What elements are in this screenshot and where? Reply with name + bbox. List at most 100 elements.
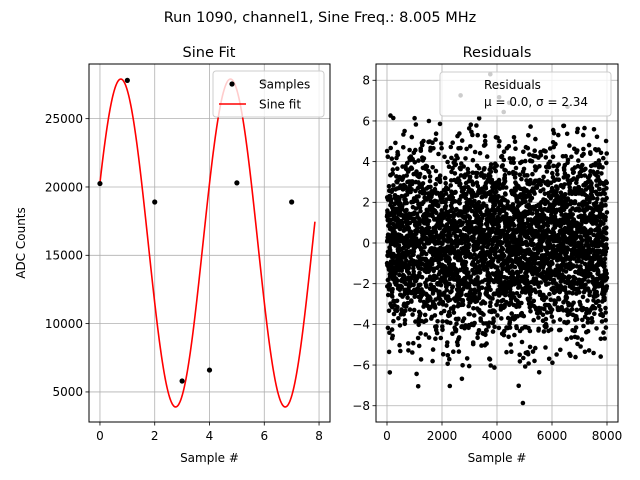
residual-point — [426, 118, 432, 124]
sample-point — [152, 199, 158, 205]
residual-point — [604, 245, 610, 251]
residual-point — [603, 214, 608, 220]
residuals-y-tick-label: 8 — [362, 74, 370, 88]
residual-point — [578, 344, 583, 349]
residual-point — [592, 311, 597, 317]
residuals-marks — [384, 71, 610, 406]
residual-point — [590, 195, 596, 201]
residual-point — [551, 319, 556, 324]
residual-point — [582, 173, 588, 178]
residual-point — [502, 179, 508, 184]
residual-point — [414, 371, 419, 377]
residual-point — [604, 284, 610, 289]
residual-point — [449, 206, 455, 211]
residual-point — [390, 286, 395, 292]
residual-point — [546, 164, 552, 170]
residual-point — [478, 318, 484, 323]
residual-point — [594, 134, 600, 140]
residual-point — [451, 247, 457, 252]
residual-point — [502, 328, 507, 334]
residual-point — [484, 203, 489, 209]
residual-point — [532, 358, 537, 364]
residuals-y-tick-label: −4 — [352, 318, 370, 332]
residual-point — [392, 229, 398, 235]
residual-point — [415, 335, 421, 341]
residual-point — [602, 295, 607, 301]
residual-point — [450, 165, 455, 171]
residual-point — [532, 191, 537, 196]
residual-point — [598, 336, 604, 342]
residual-point — [520, 400, 526, 406]
residual-point — [426, 335, 432, 340]
residual-point — [587, 236, 593, 241]
residual-point — [441, 308, 447, 314]
residual-point — [497, 139, 502, 144]
residual-point — [459, 138, 465, 143]
sine-fit-x-tick-label: 0 — [96, 429, 104, 443]
residual-point — [550, 154, 556, 160]
residual-point — [580, 317, 585, 323]
residual-point — [549, 314, 555, 319]
residual-point — [501, 332, 507, 338]
residual-point — [429, 261, 435, 267]
residuals-legend: Residuals μ = 0.0, σ = 2.34 — [439, 71, 612, 117]
residual-point — [503, 185, 509, 190]
residual-point — [481, 228, 487, 233]
residual-point — [509, 311, 514, 316]
residual-point — [586, 279, 591, 284]
residual-point — [404, 217, 410, 223]
residual-point — [432, 305, 438, 310]
residual-point — [418, 311, 423, 316]
residual-point — [393, 140, 398, 146]
residual-point — [385, 154, 391, 159]
residual-point — [422, 312, 428, 318]
sine-fit-title: Sine Fit — [183, 45, 236, 61]
residual-point — [570, 291, 575, 296]
residual-point — [595, 196, 600, 202]
residual-point — [501, 253, 507, 258]
residual-point — [403, 308, 408, 314]
sine-fit-panel: Sine Fit 0 2 4 6 8 5000 10000 15000 20000 25000 S… — [14, 45, 331, 465]
residual-point — [438, 282, 444, 288]
residual-point — [412, 160, 418, 165]
residual-point — [460, 220, 466, 225]
residual-point — [476, 116, 482, 121]
residual-point — [488, 363, 494, 368]
residual-point — [492, 365, 497, 370]
residual-point — [600, 165, 605, 170]
legend-samples-label: Samples — [259, 78, 310, 92]
residual-point — [434, 275, 439, 281]
residual-point — [510, 291, 516, 296]
residual-point — [482, 300, 488, 306]
residual-point — [597, 162, 602, 167]
sine-fit-curve — [99, 78, 316, 408]
residual-point — [418, 266, 424, 272]
residual-point — [448, 320, 453, 326]
residual-point — [410, 312, 415, 317]
residual-point — [592, 305, 598, 311]
residual-point — [596, 269, 601, 275]
residual-point — [541, 329, 547, 334]
residual-point — [391, 115, 396, 121]
residual-point — [599, 319, 605, 324]
residual-point — [404, 200, 410, 206]
residual-point — [580, 132, 586, 138]
residual-point — [503, 168, 508, 173]
residual-point — [430, 358, 435, 364]
residual-point — [396, 243, 402, 248]
residual-point — [465, 234, 470, 239]
residual-point — [500, 240, 505, 245]
sine-fit-ylabel: ADC Counts — [14, 207, 28, 279]
residual-point — [420, 142, 425, 148]
residual-point — [579, 173, 584, 179]
residual-point — [573, 354, 578, 360]
residual-point — [576, 206, 582, 212]
residual-point — [418, 282, 423, 288]
residual-point — [525, 145, 531, 151]
residual-point — [391, 183, 396, 188]
residual-point — [387, 370, 393, 375]
sine-fit-legend-box — [212, 70, 325, 118]
residuals-x-tick-label: 0 — [383, 429, 391, 443]
residual-point — [601, 221, 606, 226]
residual-point — [406, 225, 412, 231]
